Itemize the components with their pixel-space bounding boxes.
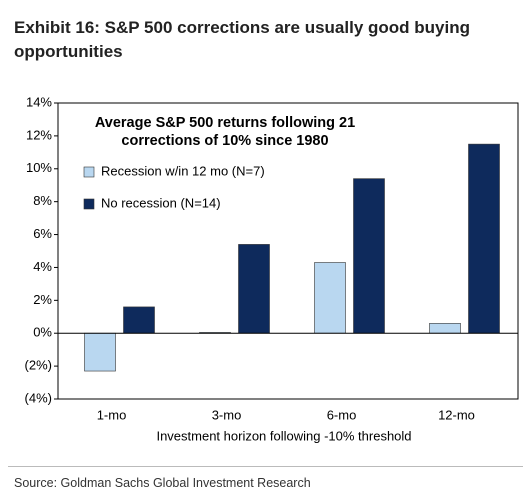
bar — [468, 143, 500, 334]
chart-subtitle: Average S&P 500 returns following 21 cor… — [94, 115, 356, 149]
y-tick-label: 10% — [26, 160, 52, 175]
x-tick-label: 12-mo — [438, 407, 475, 422]
legend-label: Recession w/in 12 mo (N=7) — [101, 163, 265, 178]
y-tick-label: 6% — [33, 226, 52, 241]
bar — [314, 262, 346, 334]
y-tick-label: 0% — [33, 325, 52, 340]
bar — [123, 306, 155, 334]
legend-label: No recession (N=14) — [101, 195, 221, 210]
legend-swatch — [83, 198, 95, 210]
legend-swatch — [83, 166, 95, 178]
plot-frame — [57, 102, 519, 400]
y-tick-label: 12% — [26, 127, 52, 142]
y-tick-label: (2%) — [25, 358, 52, 373]
y-tick-label: 14% — [26, 94, 52, 109]
bar — [238, 244, 270, 334]
bar — [429, 323, 461, 334]
y-tick-label: (4%) — [25, 390, 52, 405]
title: Exhibit 16: S&P 500 corrections are usua… — [14, 18, 470, 61]
x-tick-label: 6-mo — [327, 407, 357, 422]
bar — [84, 332, 116, 372]
divider — [8, 466, 523, 467]
y-tick-label: 4% — [33, 259, 52, 274]
x-axis-label: Investment horizon following -10% thresh… — [156, 428, 411, 443]
bar — [353, 178, 385, 334]
source: Source: Goldman Sachs Global Investment … — [14, 476, 311, 490]
x-tick-label: 1-mo — [97, 407, 127, 422]
y-tick-label: 2% — [33, 292, 52, 307]
x-tick-label: 3-mo — [212, 407, 242, 422]
y-tick-label: 8% — [33, 193, 52, 208]
